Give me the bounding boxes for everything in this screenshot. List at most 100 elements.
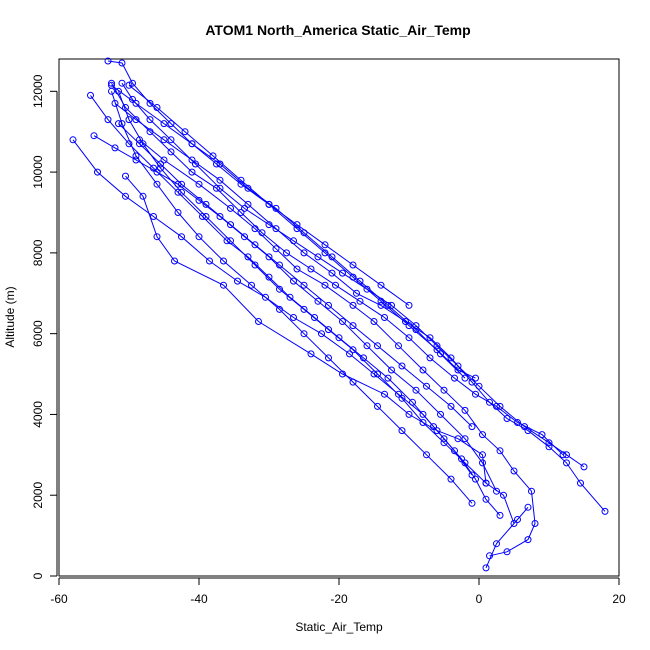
y-tick-label: 8000 [31, 239, 45, 266]
data-point [402, 318, 409, 325]
series [69, 136, 504, 519]
data-point [146, 128, 154, 136]
data-point [328, 269, 336, 277]
series-line [93, 135, 497, 492]
data-point [314, 297, 322, 305]
data-point [283, 249, 290, 257]
series [122, 172, 532, 572]
data-point [69, 136, 77, 144]
data-point [437, 410, 444, 418]
data-point [479, 459, 486, 467]
data-point [563, 451, 570, 459]
data-point [370, 318, 378, 325]
series-line [114, 103, 606, 512]
data-point [531, 520, 539, 527]
data-point [286, 293, 294, 301]
data-point [398, 394, 406, 402]
data-point [409, 398, 416, 406]
data-point [167, 136, 175, 144]
data-point [353, 289, 360, 297]
data-point [125, 116, 133, 124]
data-point [447, 475, 455, 483]
series [108, 79, 567, 459]
series-line [125, 175, 529, 569]
data-point [90, 132, 98, 140]
data-point [360, 354, 367, 362]
data-point [451, 374, 458, 382]
data-point [258, 229, 266, 237]
data-point [311, 314, 318, 321]
data-point [433, 346, 441, 354]
data-point [486, 552, 493, 560]
data-point [122, 172, 129, 180]
data-point [325, 326, 332, 334]
data-point [482, 564, 490, 572]
data-point [192, 160, 199, 168]
series [90, 132, 500, 495]
data-point [454, 362, 462, 370]
data-point [132, 116, 140, 124]
data-point [122, 192, 129, 200]
data-point [370, 370, 378, 378]
data-point [493, 487, 500, 495]
data-point [538, 431, 546, 439]
x-tick-label: 0 [476, 592, 483, 606]
data-point [300, 281, 308, 289]
data-point [349, 378, 357, 386]
data-point [349, 301, 357, 309]
data-point [195, 180, 203, 188]
data-point [237, 209, 245, 216]
data-point [412, 322, 420, 330]
series [125, 81, 479, 382]
data-point [412, 386, 420, 394]
data-point [405, 410, 413, 418]
data-point [510, 520, 518, 527]
data-point [482, 495, 490, 503]
data-point [115, 120, 122, 128]
data-point [307, 350, 315, 358]
data-point [493, 402, 500, 410]
data-point [388, 366, 395, 374]
data-point [300, 330, 308, 338]
data-point [377, 297, 385, 305]
data-point [213, 184, 220, 192]
data-point [346, 350, 353, 358]
series-line [111, 84, 466, 379]
series [111, 99, 609, 515]
data-point [468, 423, 476, 431]
data-point [356, 297, 364, 305]
data-point [276, 285, 283, 293]
y-axis: 0 2000 4000 6000 8000 10000 12000 [31, 74, 58, 579]
data-point [545, 443, 553, 451]
data-point [363, 342, 371, 350]
data-point [132, 156, 140, 164]
series-line [107, 60, 410, 306]
series-line [111, 91, 473, 504]
series [87, 91, 476, 479]
data-point [426, 354, 434, 362]
data-point [153, 233, 161, 241]
data-point [237, 176, 245, 184]
data-point [454, 366, 462, 374]
data-point [290, 277, 297, 285]
x-tick-label: -40 [190, 592, 208, 606]
y-tick-label: 10000 [31, 155, 45, 189]
data-point [349, 346, 357, 354]
data-point [223, 237, 231, 245]
data-point [265, 273, 273, 281]
series [108, 81, 469, 382]
data-point [395, 342, 402, 350]
data-point [381, 390, 388, 398]
x-tick-label: -60 [50, 592, 68, 606]
data-point [206, 257, 213, 265]
data-point [461, 435, 469, 443]
data-point [479, 451, 486, 459]
data-point [125, 81, 133, 89]
series-line [111, 82, 564, 456]
data-point [199, 213, 206, 220]
data-point [503, 415, 511, 422]
x-tick-label: 20 [612, 592, 626, 606]
data-point [461, 406, 469, 414]
y-tick-label: 12000 [31, 74, 45, 108]
